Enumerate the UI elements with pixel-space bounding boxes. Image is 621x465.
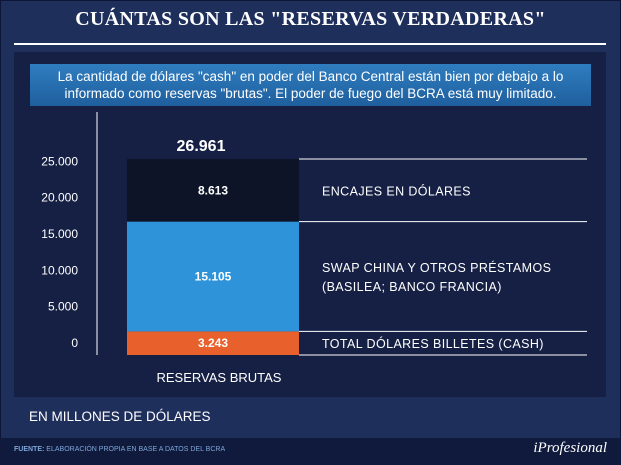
series-label: ENCAJES EN DÓLARES — [322, 183, 471, 198]
source-note: FUENTE: ELABORACIÓN PROPIA EN BASE A DAT… — [14, 446, 225, 453]
source-text: ELABORACIÓN PROPIA EN BASE A DATOS DEL B… — [46, 446, 226, 453]
source-label: FUENTE: — [14, 446, 45, 453]
series-label: TOTAL DÓLARES BILLETES (CASH) — [322, 336, 544, 351]
footer-bar — [0, 438, 621, 465]
page-title: CUÁNTAS SON LAS "RESERVAS VERDADERAS" — [75, 8, 546, 30]
bar-value-label: 8.613 — [198, 183, 228, 197]
y-tick-label: 25.000 — [41, 154, 78, 168]
x-category-label: RESERVAS BRUTAS — [157, 370, 282, 385]
total-label: 26.961 — [177, 138, 226, 155]
chart-panel — [14, 52, 606, 397]
subtitle-line-1: La cantidad de dólares "cash" en poder d… — [57, 69, 564, 84]
series-label: (BASILEA; BANCO FRANCIA) — [322, 280, 502, 294]
subtitle-line-2: informado como reservas "brutas". El pod… — [64, 86, 557, 101]
y-tick-label: 10.000 — [41, 263, 78, 277]
subtitle-box: La cantidad de dólares "cash" en poder d… — [30, 64, 591, 106]
units-label: EN MILLONES DE DÓLARES — [29, 409, 211, 424]
bar-segment — [127, 331, 299, 355]
y-tick-label: 0 — [71, 336, 78, 350]
bar-value-label: 3.243 — [198, 336, 228, 350]
y-tick-label: 5.000 — [48, 300, 78, 314]
y-tick-label: 20.000 — [41, 191, 78, 205]
bar-value-label: 15.105 — [195, 270, 232, 284]
bar-segment — [127, 221, 299, 332]
y-tick-label: 15.000 — [41, 227, 78, 241]
title-divider — [14, 43, 606, 45]
series-label: SWAP CHINA Y OTROS PRÉSTAMOS — [322, 260, 551, 275]
brand-logo: iProfesional — [533, 440, 607, 456]
bar-segment — [127, 158, 299, 222]
